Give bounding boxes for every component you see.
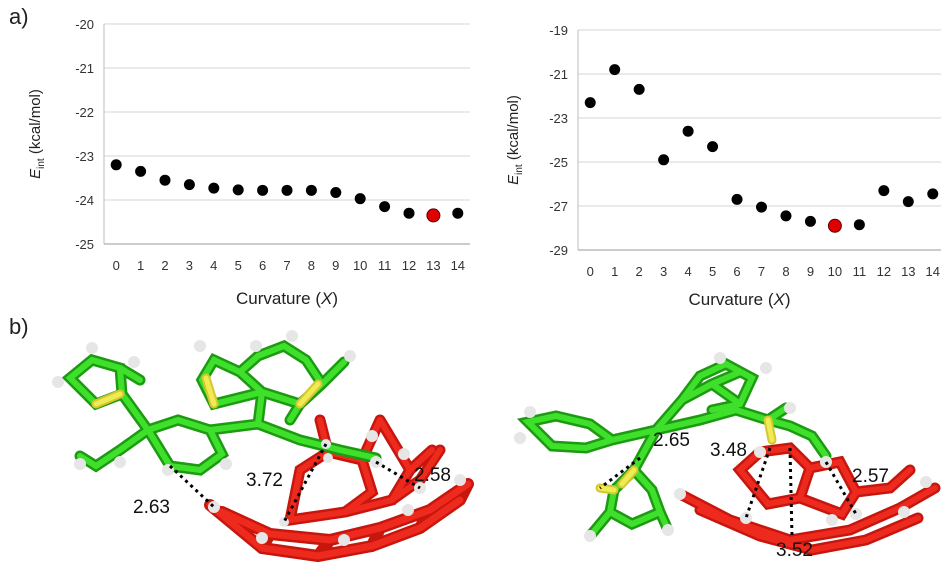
data-point: [403, 207, 415, 219]
distance-label-left-2: 3.72: [246, 470, 283, 491]
x-tick-label: 12: [877, 264, 891, 279]
data-point: [780, 210, 792, 222]
contacts-right: [599, 447, 858, 537]
data-point: [232, 184, 244, 196]
panel-label-b: b): [9, 314, 29, 339]
distance-label-right-4: 3.52: [776, 540, 813, 561]
chart-left: -25-24-23-22-21-200 1 2 3 4 5 6 7 8 9 10 11 12 13 14Ei…: [27, 17, 470, 308]
data-point: [584, 97, 596, 109]
data-point: [135, 165, 147, 177]
chart-right: -29-27-25-23-21-190 1 2 3 4 5 6 7 8 9 10 11 12 13 14Ei…: [505, 23, 941, 309]
data-point: [208, 182, 220, 194]
x-tick-label: 10: [828, 264, 842, 279]
nanotube-fragment-right: [674, 442, 941, 556]
y-tick-label: -19: [549, 23, 568, 38]
y-tick-label: -25: [549, 155, 568, 170]
data-point: [878, 185, 890, 197]
x-tick-label: 14: [926, 264, 940, 279]
structure-left: 2.63 3.72 2.58: [52, 330, 474, 563]
y-tick-label: -21: [75, 61, 94, 76]
x-tick-label: 2: [161, 258, 168, 273]
x-axis-label: Curvature (X): [236, 289, 338, 308]
data-point: [452, 207, 464, 219]
panel-label-a: a): [9, 4, 29, 29]
y-tick-label: -29: [549, 243, 568, 258]
distance-label-right-2: 3.48: [710, 440, 747, 461]
distance-label-left-1: 2.63: [133, 497, 170, 518]
data-point: [902, 196, 914, 208]
x-tick-label: 6: [733, 264, 740, 279]
x-tick-label: 5: [235, 258, 242, 273]
y-tick-label: -27: [549, 199, 568, 214]
x-tick-label: 13: [426, 258, 440, 273]
y-tick-label: -24: [75, 193, 94, 208]
x-tick-label: 8: [308, 258, 315, 273]
y-axis-label: Eint (kcal/mol): [27, 89, 47, 179]
contacts-left: [168, 443, 421, 523]
x-tick-label: 11: [853, 264, 867, 279]
y-tick-label: -22: [75, 105, 94, 120]
x-tick-label: 0: [113, 258, 120, 273]
distance-label-left-3: 2.58: [414, 465, 451, 486]
x-tick-label: 13: [901, 264, 915, 279]
data-point: [305, 184, 317, 196]
data-point: [633, 83, 645, 95]
data-point: [756, 201, 767, 213]
x-tick-label: 0: [587, 264, 594, 279]
x-axis-label: Curvature (X): [688, 290, 790, 309]
x-tick-label: 9: [332, 258, 339, 273]
x-tick-label: 3: [660, 264, 667, 279]
x-tick-label: 7: [283, 258, 290, 273]
x-tick-label: 6: [259, 258, 266, 273]
data-point-highlight: [827, 218, 842, 233]
x-tick-label: 11: [378, 258, 392, 273]
x-tick-label: 1: [137, 258, 144, 273]
data-point: [707, 141, 719, 153]
data-point: [731, 193, 743, 205]
data-point-highlight: [426, 208, 441, 223]
data-point: [804, 215, 816, 227]
y-tick-label: -23: [75, 149, 94, 164]
data-point: [682, 125, 694, 137]
x-tick-label: 5: [709, 264, 716, 279]
molecule-left: [52, 330, 382, 476]
x-tick-label: 3: [186, 258, 193, 273]
data-point: [853, 219, 865, 231]
y-tick-label: -21: [549, 67, 568, 82]
x-tick-label: 9: [807, 264, 814, 279]
data-point: [159, 174, 171, 186]
data-point: [257, 184, 269, 196]
y-tick-label: -23: [549, 111, 568, 126]
molecule-right: [514, 352, 832, 542]
y-tick-label: -25: [75, 237, 94, 252]
data-point: [281, 184, 293, 196]
x-tick-label: 2: [636, 264, 643, 279]
x-tick-label: 4: [684, 264, 691, 279]
data-point: [609, 64, 621, 76]
x-tick-label: 1: [611, 264, 618, 279]
data-point: [183, 179, 195, 191]
x-tick-label: 8: [782, 264, 789, 279]
x-tick-label: 12: [402, 258, 416, 273]
x-tick-label: 14: [451, 258, 465, 273]
data-point: [379, 201, 391, 213]
y-axis-label: Eint (kcal/mol): [505, 95, 525, 185]
x-tick-label: 7: [758, 264, 765, 279]
y-tick-label: -20: [75, 17, 94, 32]
distance-label-right-1: 2.65: [653, 430, 690, 451]
structure-right: 2.65 3.48 2.57 3.52: [514, 352, 941, 561]
distance-label-right-3: 2.57: [852, 466, 889, 487]
data-point: [110, 159, 122, 171]
data-point: [330, 187, 342, 199]
x-tick-label: 10: [353, 258, 367, 273]
data-point: [354, 193, 366, 205]
data-point: [927, 188, 939, 200]
data-point: [658, 154, 670, 166]
x-tick-label: 4: [210, 258, 217, 273]
